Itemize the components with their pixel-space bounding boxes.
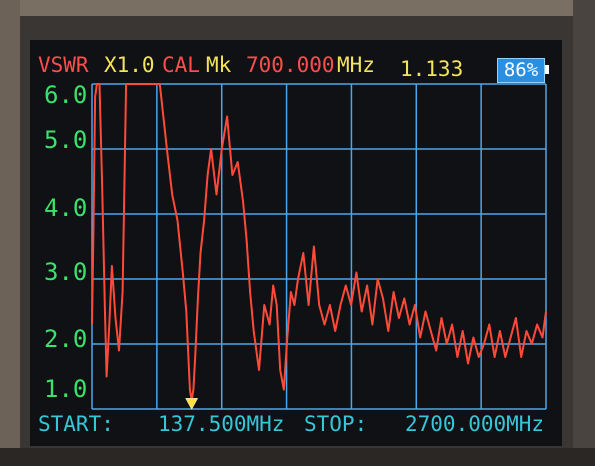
y-tick-label: 3.0 — [44, 258, 88, 286]
start-frequency[interactable]: 137.500MHz — [158, 412, 285, 436]
stop-frequency[interactable]: 2700.000MHz — [405, 412, 545, 436]
stop-label[interactable]: STOP: — [304, 412, 368, 436]
marker-frequency: 700.000 — [246, 53, 335, 77]
bezel-right-edge — [573, 0, 595, 466]
y-tick-label: 6.0 — [44, 81, 88, 109]
battery-icon — [545, 65, 549, 74]
bezel-top-edge — [0, 0, 595, 16]
y-tick-label: 1.0 — [44, 375, 88, 403]
bezel-bottom-edge — [0, 448, 595, 466]
marker-frequency-unit: MHz — [337, 53, 375, 77]
marker-label[interactable]: Mk — [206, 53, 232, 77]
y-tick-label: 5.0 — [44, 126, 88, 154]
battery-indicator: 86% — [497, 58, 545, 83]
cal-label[interactable]: CAL — [162, 53, 200, 77]
marker-triangle-icon — [185, 398, 199, 410]
scale-label[interactable]: X1.0 — [104, 53, 155, 77]
y-tick-label: 2.0 — [44, 325, 88, 353]
y-tick-label: 4.0 — [44, 194, 88, 222]
mode-label[interactable]: VSWR — [38, 53, 89, 77]
bezel-left-edge — [0, 0, 20, 466]
marker-vswr-value: 1.133 — [400, 57, 464, 81]
start-label[interactable]: START: — [38, 412, 114, 436]
vswr-trace-line — [91, 83, 547, 402]
analyzer-screen — [30, 40, 562, 446]
